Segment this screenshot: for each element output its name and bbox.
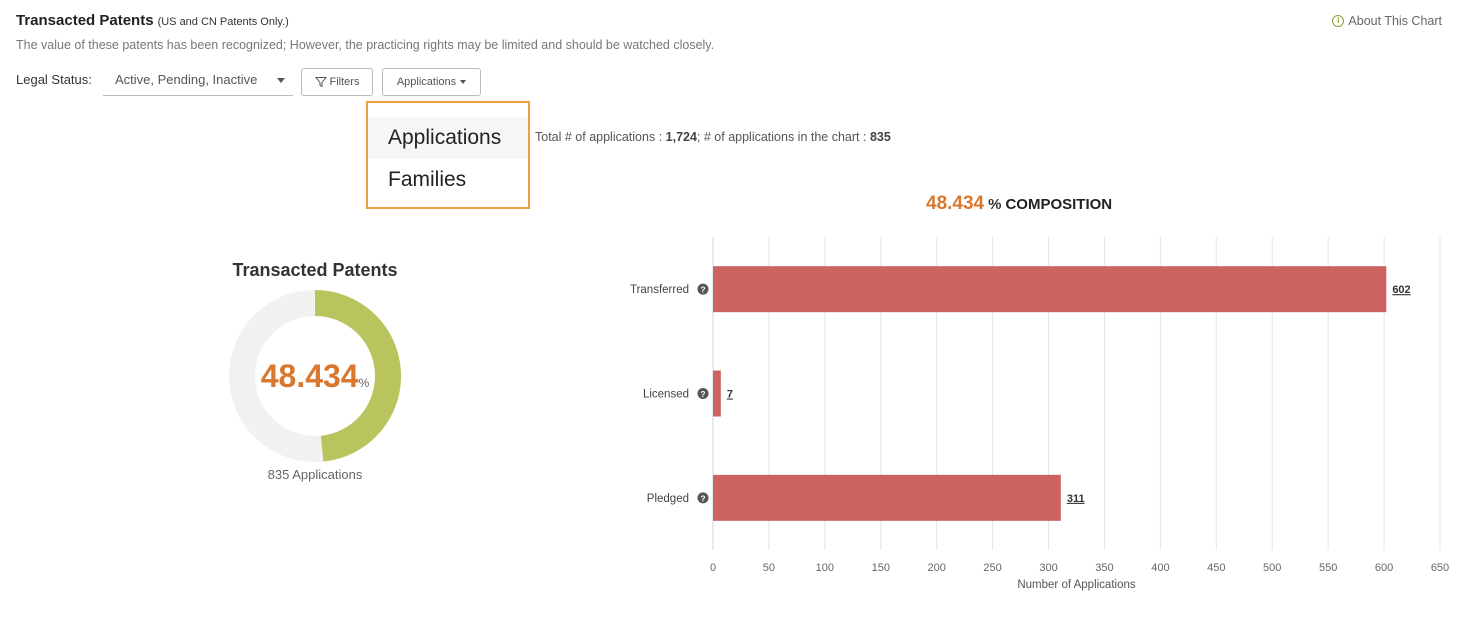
help-icon bbox=[697, 283, 709, 295]
x-axis-title: Number of Applications bbox=[1017, 579, 1136, 591]
x-tick-label: 450 bbox=[1207, 562, 1225, 574]
x-tick-label: 50 bbox=[763, 562, 775, 574]
filter-icon bbox=[314, 77, 327, 88]
composition-bar-chart: 0 50 100 150 200 250 300 350 400 450 500 550 600 650 T… bbox=[630, 237, 1449, 591]
donut-title: Transacted Patents bbox=[232, 260, 398, 280]
filters-button[interactable]: Filters bbox=[301, 68, 373, 96]
composition-title: 48.434% COMPOSITION bbox=[926, 193, 1112, 215]
x-tick-label: 0 bbox=[710, 562, 716, 574]
legal-status-value: Active, Pending, Inactive bbox=[115, 72, 258, 87]
totals-middle: ; # of applications in the chart : bbox=[696, 130, 870, 144]
application-totals: Total # of applications : 1,724; # of ap… bbox=[535, 130, 891, 144]
legal-status-label: Legal Status: bbox=[16, 72, 92, 87]
donut-footer: 835 Applications bbox=[267, 467, 363, 482]
applications-label: Applications bbox=[396, 76, 457, 88]
x-tick-label: 600 bbox=[1375, 562, 1393, 574]
page-subtitle: (US and CN Patents Only.) bbox=[157, 16, 289, 28]
donut-unit: % bbox=[358, 376, 370, 390]
dropdown-option-families[interactable]: Families bbox=[388, 168, 467, 191]
total-applications: 1,724 bbox=[665, 130, 697, 144]
applications-dropdown-menu: Applications Families bbox=[366, 101, 530, 209]
help-icon-glyph: ? bbox=[700, 493, 705, 503]
page-title: Transacted Patents (US and CN Patents Onl… bbox=[16, 12, 289, 29]
page-description: The value of these patents has been reco… bbox=[16, 38, 715, 52]
data-label: 602 bbox=[1392, 284, 1410, 296]
bar bbox=[713, 474, 1061, 521]
donut-center-value: 48.434% bbox=[160, 358, 470, 395]
donut-fill-arc bbox=[314, 290, 401, 462]
x-tick-label: 100 bbox=[816, 562, 834, 574]
about-chart-label: About This Chart bbox=[1348, 14, 1442, 28]
donut-value: 48.434 bbox=[260, 358, 359, 394]
x-tick-label: 500 bbox=[1263, 562, 1281, 574]
composition-label: COMPOSITION bbox=[1005, 196, 1113, 213]
help-icon bbox=[697, 492, 709, 504]
x-tick-label: 650 bbox=[1431, 562, 1449, 574]
y-tick-label: Pledged bbox=[647, 493, 689, 505]
page-title-text: Transacted Patents bbox=[16, 12, 154, 29]
x-tick-label: 350 bbox=[1095, 562, 1113, 574]
composition-percent-sign: % bbox=[988, 196, 1002, 213]
y-tick-label: Licensed bbox=[643, 389, 689, 401]
bar bbox=[713, 266, 1387, 313]
bar bbox=[713, 370, 721, 417]
x-tick-label: 400 bbox=[1151, 562, 1169, 574]
filters-label: Filters bbox=[329, 76, 360, 88]
dropdown-option-applications[interactable]: Applications bbox=[368, 117, 528, 159]
x-tick-label: 550 bbox=[1319, 562, 1337, 574]
applications-dropdown-button[interactable]: Applications bbox=[382, 68, 481, 96]
donut-chart bbox=[229, 290, 401, 462]
y-tick-label: Transferred bbox=[630, 284, 689, 296]
x-tick-label: 300 bbox=[1039, 562, 1057, 574]
totals-prefix: Total # of applications : bbox=[535, 130, 666, 144]
x-tick-label: 200 bbox=[928, 562, 946, 574]
data-label: 311 bbox=[1067, 493, 1085, 505]
help-icon-glyph: ? bbox=[700, 285, 705, 295]
x-tick-label: 250 bbox=[983, 562, 1001, 574]
data-label: 7 bbox=[727, 389, 733, 401]
applications-in-chart: 835 bbox=[869, 130, 891, 144]
legal-status-select[interactable]: Active, Pending, Inactive bbox=[103, 66, 293, 96]
help-icon bbox=[697, 388, 709, 399]
help-icon-glyph: ? bbox=[700, 389, 705, 399]
chevron-down-icon bbox=[277, 78, 285, 83]
about-chart-link[interactable]: i About This Chart bbox=[1332, 14, 1442, 28]
info-icon: i bbox=[1332, 15, 1345, 27]
caret-down-icon bbox=[460, 80, 467, 84]
x-tick-label: 150 bbox=[872, 562, 890, 574]
composition-percent: 48.434 bbox=[926, 193, 985, 214]
